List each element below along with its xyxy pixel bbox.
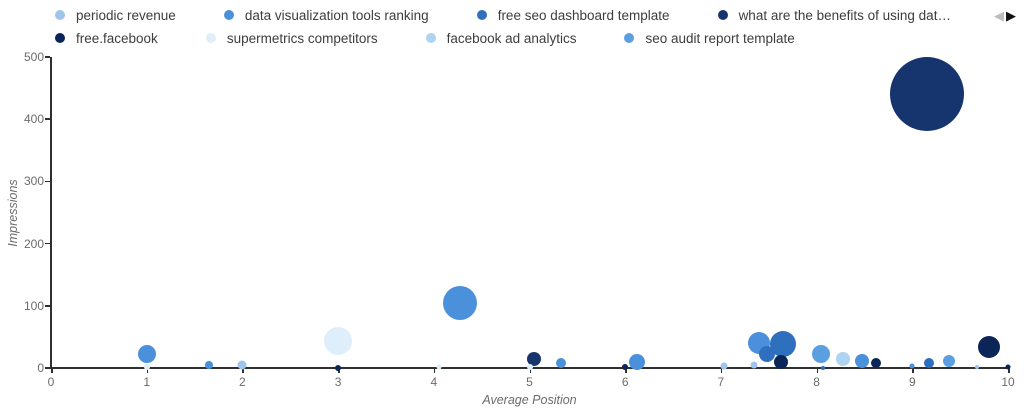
x-tick-label: 6 [621,375,629,389]
bubble-point[interactable] [774,354,789,369]
bubble-point[interactable] [854,353,869,368]
x-tick-label: 4 [430,375,438,389]
y-tick-label: 0 [37,361,44,375]
legend-marker-icon [205,33,216,43]
legend-row: periodic revenue data visualization tools… [55,4,976,26]
legend-item[interactable]: free.facebook [55,31,158,46]
bubble-point[interactable] [335,365,342,371]
legend-item[interactable]: periodic revenue [55,8,176,23]
legend-item-label: data visualization tools ranking [244,7,429,23]
bubble-point[interactable] [556,358,567,369]
x-tick [146,369,149,373]
legend-marker-icon [717,10,728,20]
bubble-point[interactable] [526,363,533,370]
bubble-point[interactable] [436,364,442,370]
bubble-point[interactable] [812,344,831,363]
legend-item[interactable]: free seo dashboard template [476,7,670,23]
legend-item-label: what are the benefits of using dat… [738,7,951,23]
x-tick-label: 1 [143,375,151,389]
y-tick-label: 100 [23,298,44,313]
legend-item[interactable]: data visualization tools ranking [223,7,429,23]
legend-item-label: facebook ad analytics [446,30,577,46]
bubble-point[interactable] [237,360,247,370]
bubble-point[interactable] [527,352,542,367]
bubble-point[interactable] [143,363,150,370]
bubble-point[interactable] [909,363,915,369]
bubble-point[interactable] [628,353,645,370]
bubble-point[interactable] [1005,364,1011,370]
y-tick [45,180,50,183]
bubble-point[interactable] [923,358,934,369]
x-tick-label: 0 [47,375,55,389]
x-tick [433,369,436,373]
bubble-point[interactable] [137,345,156,364]
x-tick [242,369,244,373]
x-tick [816,369,819,373]
chart-legend: periodic revenue data visualization tools… [55,4,976,49]
bubble-point[interactable] [870,358,881,369]
x-tick [529,369,531,373]
bubble-point[interactable] [889,57,964,132]
x-tick [625,369,627,373]
legend-marker-icon [223,10,234,20]
y-tick-label: 400 [23,112,44,127]
legend-item[interactable]: what are the benefits of using dat… [717,7,951,23]
legend-item[interactable]: supermetrics competitors [205,30,378,46]
x-tick [1008,369,1010,373]
legend-item-label: free seo dashboard template [497,7,670,23]
legend-marker-icon [55,10,65,20]
y-tick [45,242,50,245]
y-tick [45,367,50,369]
bubble-point[interactable] [324,326,353,355]
bubble-point[interactable] [975,365,980,370]
x-tick [51,369,53,373]
bubble-point[interactable] [977,336,1000,359]
legend-row: free.facebook supermetrics competitors fac… [55,27,976,49]
bubble-point[interactable] [622,363,629,370]
y-tick-label: 500 [23,50,44,64]
x-tick-label: 7 [717,375,725,389]
bubble-point[interactable] [204,360,213,369]
x-tick-label: 3 [334,375,342,389]
legend-marker-icon [624,33,635,43]
bubble-point[interactable] [942,355,955,368]
x-tick-label: 8 [813,375,820,389]
x-tick-label: 5 [526,375,533,389]
bubble-point[interactable] [750,361,758,369]
y-tick-label: 200 [23,236,44,251]
x-tick [720,369,723,373]
legend-item[interactable]: seo audit report template [624,30,795,46]
legend-next-button[interactable]: ▶ [1006,8,1016,23]
legend-marker-icon [425,33,436,43]
bubble-point[interactable] [821,366,826,370]
y-axis-line [50,57,52,369]
legend-marker-icon [55,33,65,43]
y-tick [45,56,50,58]
bubble-point[interactable] [442,286,477,321]
x-tick [338,369,340,373]
legend-item-label: seo audit report template [645,30,795,46]
legend-item[interactable]: facebook ad analytics [425,30,577,46]
legend-item-label: free.facebook [76,30,158,46]
y-tick [45,305,50,307]
x-axis-title: Average Position [482,393,577,407]
y-tick-label: 300 [23,174,44,189]
bubble-point[interactable] [720,362,728,369]
x-tick-label: 9 [908,375,916,389]
legend-pagination: ◀ ▶ [994,7,1016,25]
legend-item-label: supermetrics competitors [226,30,378,46]
legend-prev-button[interactable]: ◀ [994,8,1004,23]
x-tick [912,369,914,373]
bubble-point[interactable] [836,352,851,367]
x-tick-label: 10 [1001,375,1015,389]
bubble-point[interactable] [758,346,775,363]
legend-item-label: periodic revenue [76,7,176,23]
y-tick [45,118,50,120]
legend-marker-icon [476,10,487,20]
x-tick-label: 2 [239,375,246,389]
